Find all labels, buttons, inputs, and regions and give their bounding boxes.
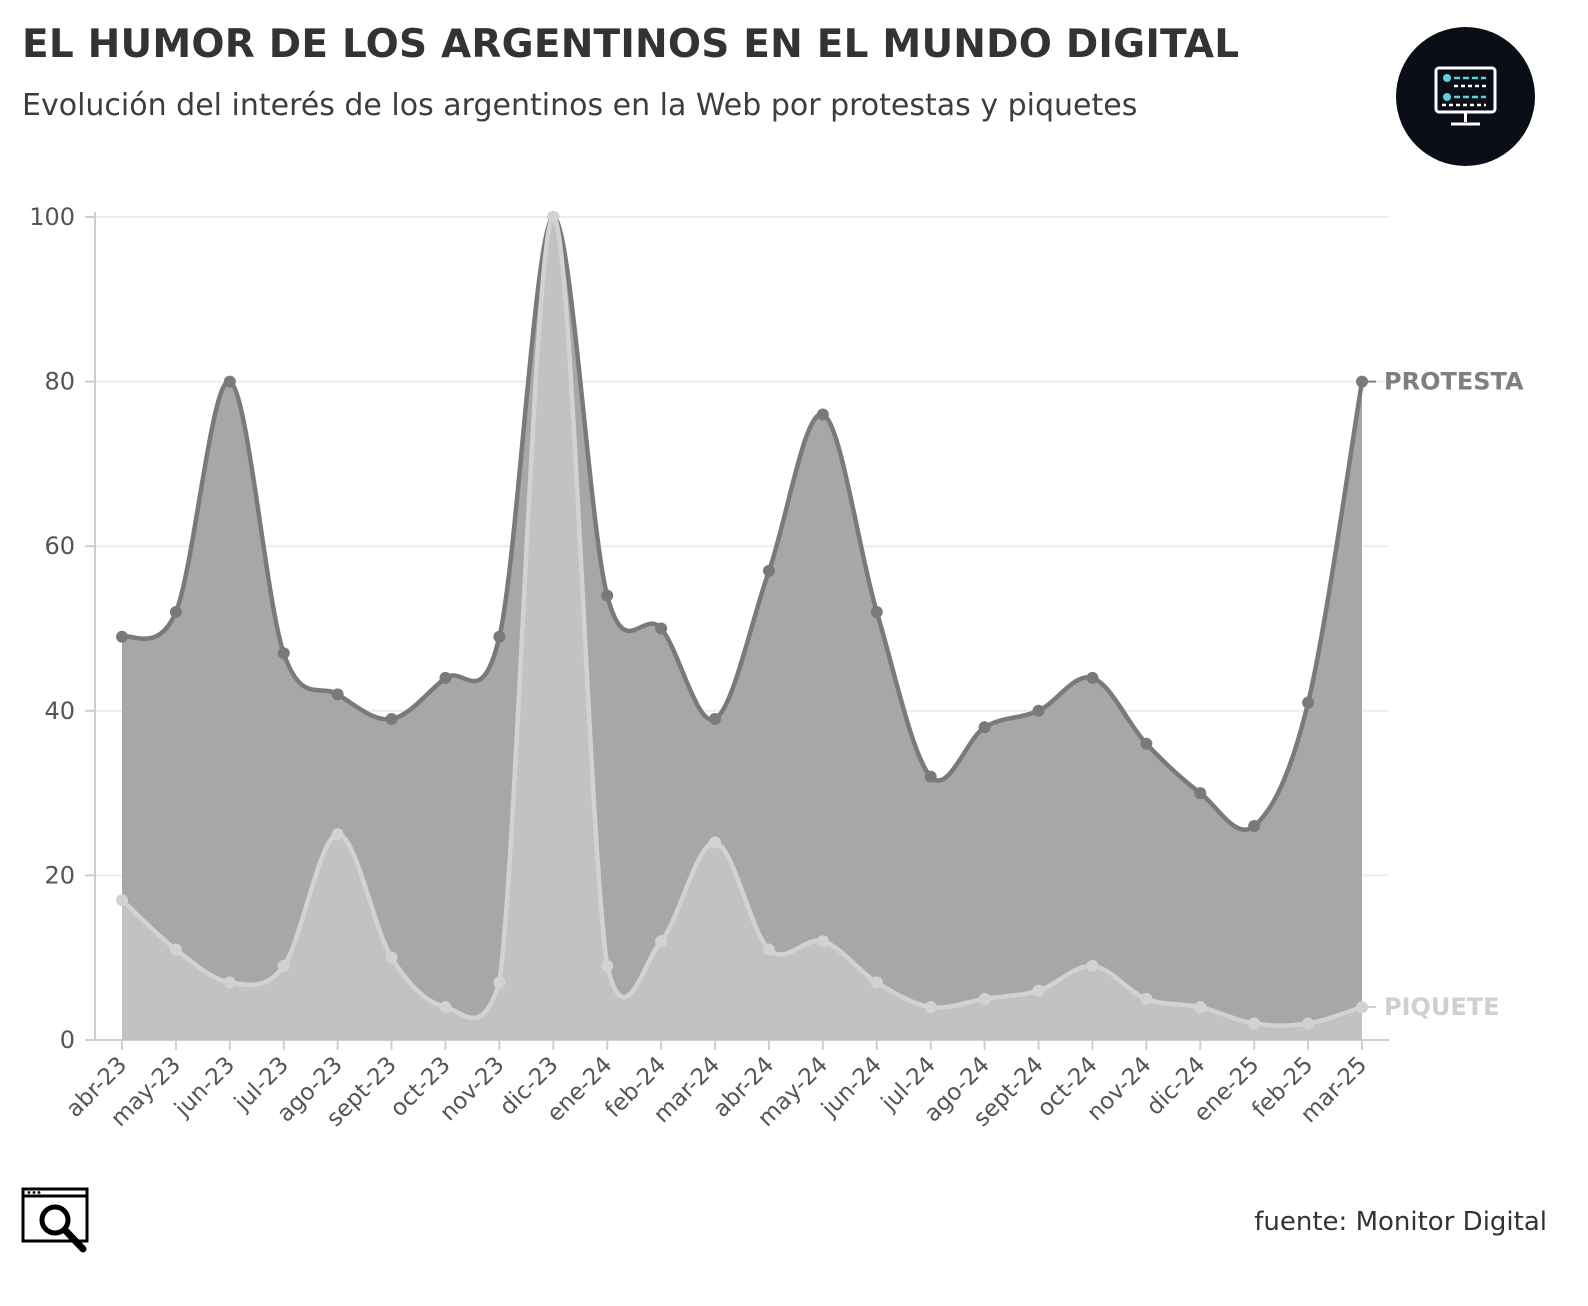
point-piquete-may-24 <box>816 935 829 948</box>
point-piquete-ene-24 <box>601 959 614 972</box>
point-protesta-jul-23 <box>277 647 290 660</box>
point-piquete-sept-24 <box>1032 984 1045 997</box>
point-protesta-jul-24 <box>924 770 937 783</box>
point-piquete-jul-24 <box>924 1001 937 1014</box>
area-protesta <box>122 217 1362 1040</box>
y-tick-label-40: 40 <box>44 697 75 725</box>
point-piquete-nov-24 <box>1140 992 1153 1005</box>
y-tick-label-80: 80 <box>44 368 75 396</box>
chart-title: EL HUMOR DE LOS ARGENTINOS EN EL MUNDO D… <box>22 22 1240 67</box>
point-protesta-nov-24 <box>1140 737 1153 750</box>
point-protesta-ene-24 <box>601 589 614 602</box>
point-protesta-feb-24 <box>655 622 668 635</box>
y-tick-label-100: 100 <box>29 203 75 231</box>
point-protesta-dic-24 <box>1194 787 1207 800</box>
chart-subtitle: Evolución del interés de los argentinos … <box>22 88 1138 123</box>
point-piquete-oct-24 <box>1086 959 1099 972</box>
point-protesta-may-23 <box>169 606 182 619</box>
point-piquete-may-23 <box>169 943 182 956</box>
point-piquete-jun-23 <box>223 976 236 989</box>
point-protesta-sept-23 <box>385 713 398 726</box>
point-piquete-dic-24 <box>1194 1001 1207 1014</box>
series-label-protesta: PROTESTA <box>1384 368 1524 396</box>
browser-search-icon <box>21 1187 89 1253</box>
point-piquete-dic-23 <box>547 211 560 223</box>
point-protesta-ago-23 <box>331 688 344 701</box>
point-protesta-ago-24 <box>978 721 991 734</box>
monitor-dashboard-icon <box>1396 27 1535 166</box>
source-note: fuente: Monitor Digital <box>1254 1207 1547 1237</box>
point-protesta-feb-25 <box>1302 696 1315 709</box>
point-protesta-oct-24 <box>1086 671 1099 684</box>
point-piquete-sept-23 <box>385 951 398 964</box>
point-piquete-feb-24 <box>655 935 668 948</box>
point-protesta-ene-25 <box>1248 820 1261 833</box>
point-piquete-ago-24 <box>978 992 991 1005</box>
point-piquete-jun-24 <box>870 976 883 989</box>
point-piquete-ago-23 <box>331 828 344 841</box>
point-protesta-may-24 <box>816 408 829 421</box>
y-tick-label-60: 60 <box>44 532 75 560</box>
point-piquete-nov-23 <box>493 976 506 989</box>
point-protesta-oct-23 <box>439 671 452 684</box>
y-tick-label-0: 0 <box>60 1026 75 1054</box>
y-tick-labels: 0 20 40 60 80 100 <box>29 203 75 1054</box>
series-label-piquete: PIQUETE <box>1384 993 1500 1021</box>
point-protesta-sept-24 <box>1032 704 1045 717</box>
data-points <box>116 211 1368 1030</box>
series-labels: PROTESTA PIQUETE <box>1362 368 1524 1021</box>
point-piquete-ene-25 <box>1248 1017 1261 1030</box>
point-protesta-jun-23 <box>223 375 236 388</box>
point-protesta-mar-24 <box>709 713 722 726</box>
point-protesta-jun-24 <box>870 606 883 619</box>
point-protesta-abr-23 <box>116 630 128 643</box>
point-piquete-jul-23 <box>277 959 290 972</box>
point-piquete-mar-24 <box>709 836 722 849</box>
point-piquete-abr-24 <box>762 943 775 956</box>
x-tick-labels: abr-23may-23jun-23jul-23ago-23sept-23oct… <box>61 1052 1372 1132</box>
point-protesta-nov-23 <box>493 630 506 643</box>
point-piquete-feb-25 <box>1302 1017 1315 1030</box>
point-piquete-oct-23 <box>439 1001 452 1014</box>
x-tick-label-jun-23: jun-23 <box>169 1052 240 1123</box>
point-piquete-abr-23 <box>116 894 128 907</box>
series-areas <box>122 217 1362 1040</box>
x-tick-label-jun-24: jun-24 <box>816 1052 887 1123</box>
y-tick-label-20: 20 <box>44 861 75 889</box>
point-protesta-abr-24 <box>762 564 775 577</box>
